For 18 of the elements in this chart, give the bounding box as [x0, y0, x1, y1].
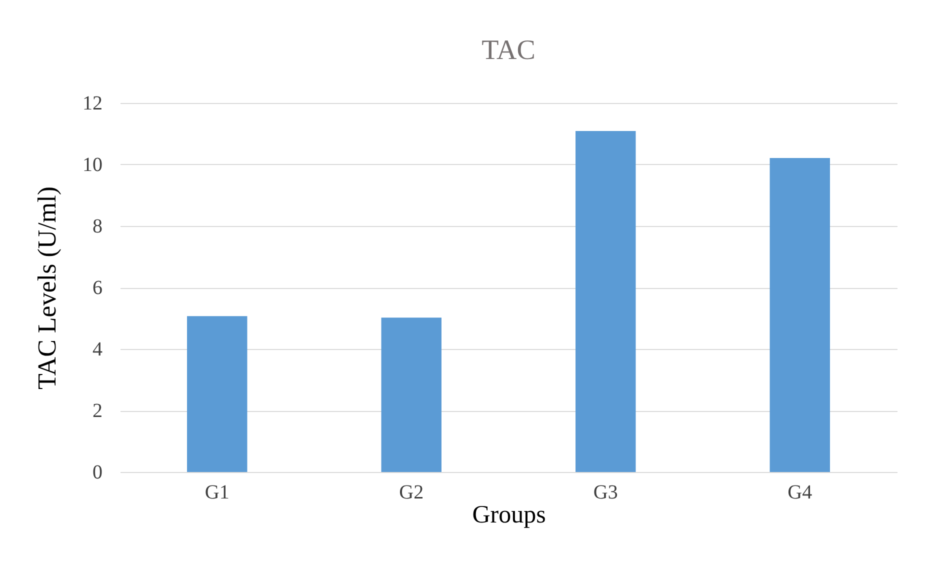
y-tick-label: 6 — [92, 277, 102, 299]
bar — [381, 318, 442, 472]
x-axis-title: Groups — [472, 502, 546, 528]
y-tick-label: 8 — [92, 216, 102, 238]
bar — [770, 158, 830, 472]
y-axis-title: TAC Levels (U/ml) — [32, 186, 62, 390]
x-tick-label: G3 — [593, 482, 618, 504]
bar — [187, 316, 248, 472]
chart-title: TAC — [482, 35, 536, 66]
y-tick-label: 2 — [92, 400, 102, 422]
y-tick-label: 10 — [82, 154, 102, 176]
x-tick-label: G4 — [788, 482, 812, 504]
x-tick-label: G1 — [204, 482, 230, 504]
x-tick-label: G2 — [399, 482, 424, 504]
y-tick-label: 4 — [92, 338, 102, 360]
y-tick-label: 12 — [82, 92, 102, 114]
y-tick-label: 0 — [92, 462, 102, 484]
bar — [576, 130, 636, 472]
